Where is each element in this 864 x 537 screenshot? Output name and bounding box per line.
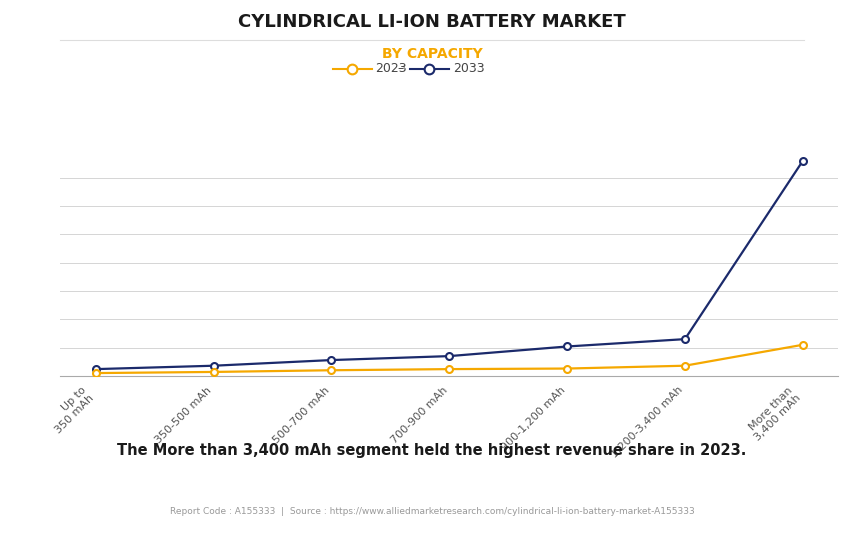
- Text: Report Code : A155333  |  Source : https://www.alliedmarketresearch.com/cylindri: Report Code : A155333 | Source : https:/…: [169, 507, 695, 517]
- Text: BY CAPACITY: BY CAPACITY: [382, 47, 482, 61]
- Text: The More than 3,400 mAh segment held the highest revenue share in 2023.: The More than 3,400 mAh segment held the…: [118, 443, 746, 458]
- Text: 2033: 2033: [453, 62, 485, 75]
- Text: –: –: [397, 62, 404, 75]
- Text: CYLINDRICAL LI-ION BATTERY MARKET: CYLINDRICAL LI-ION BATTERY MARKET: [238, 13, 626, 32]
- Text: 2023: 2023: [375, 62, 407, 75]
